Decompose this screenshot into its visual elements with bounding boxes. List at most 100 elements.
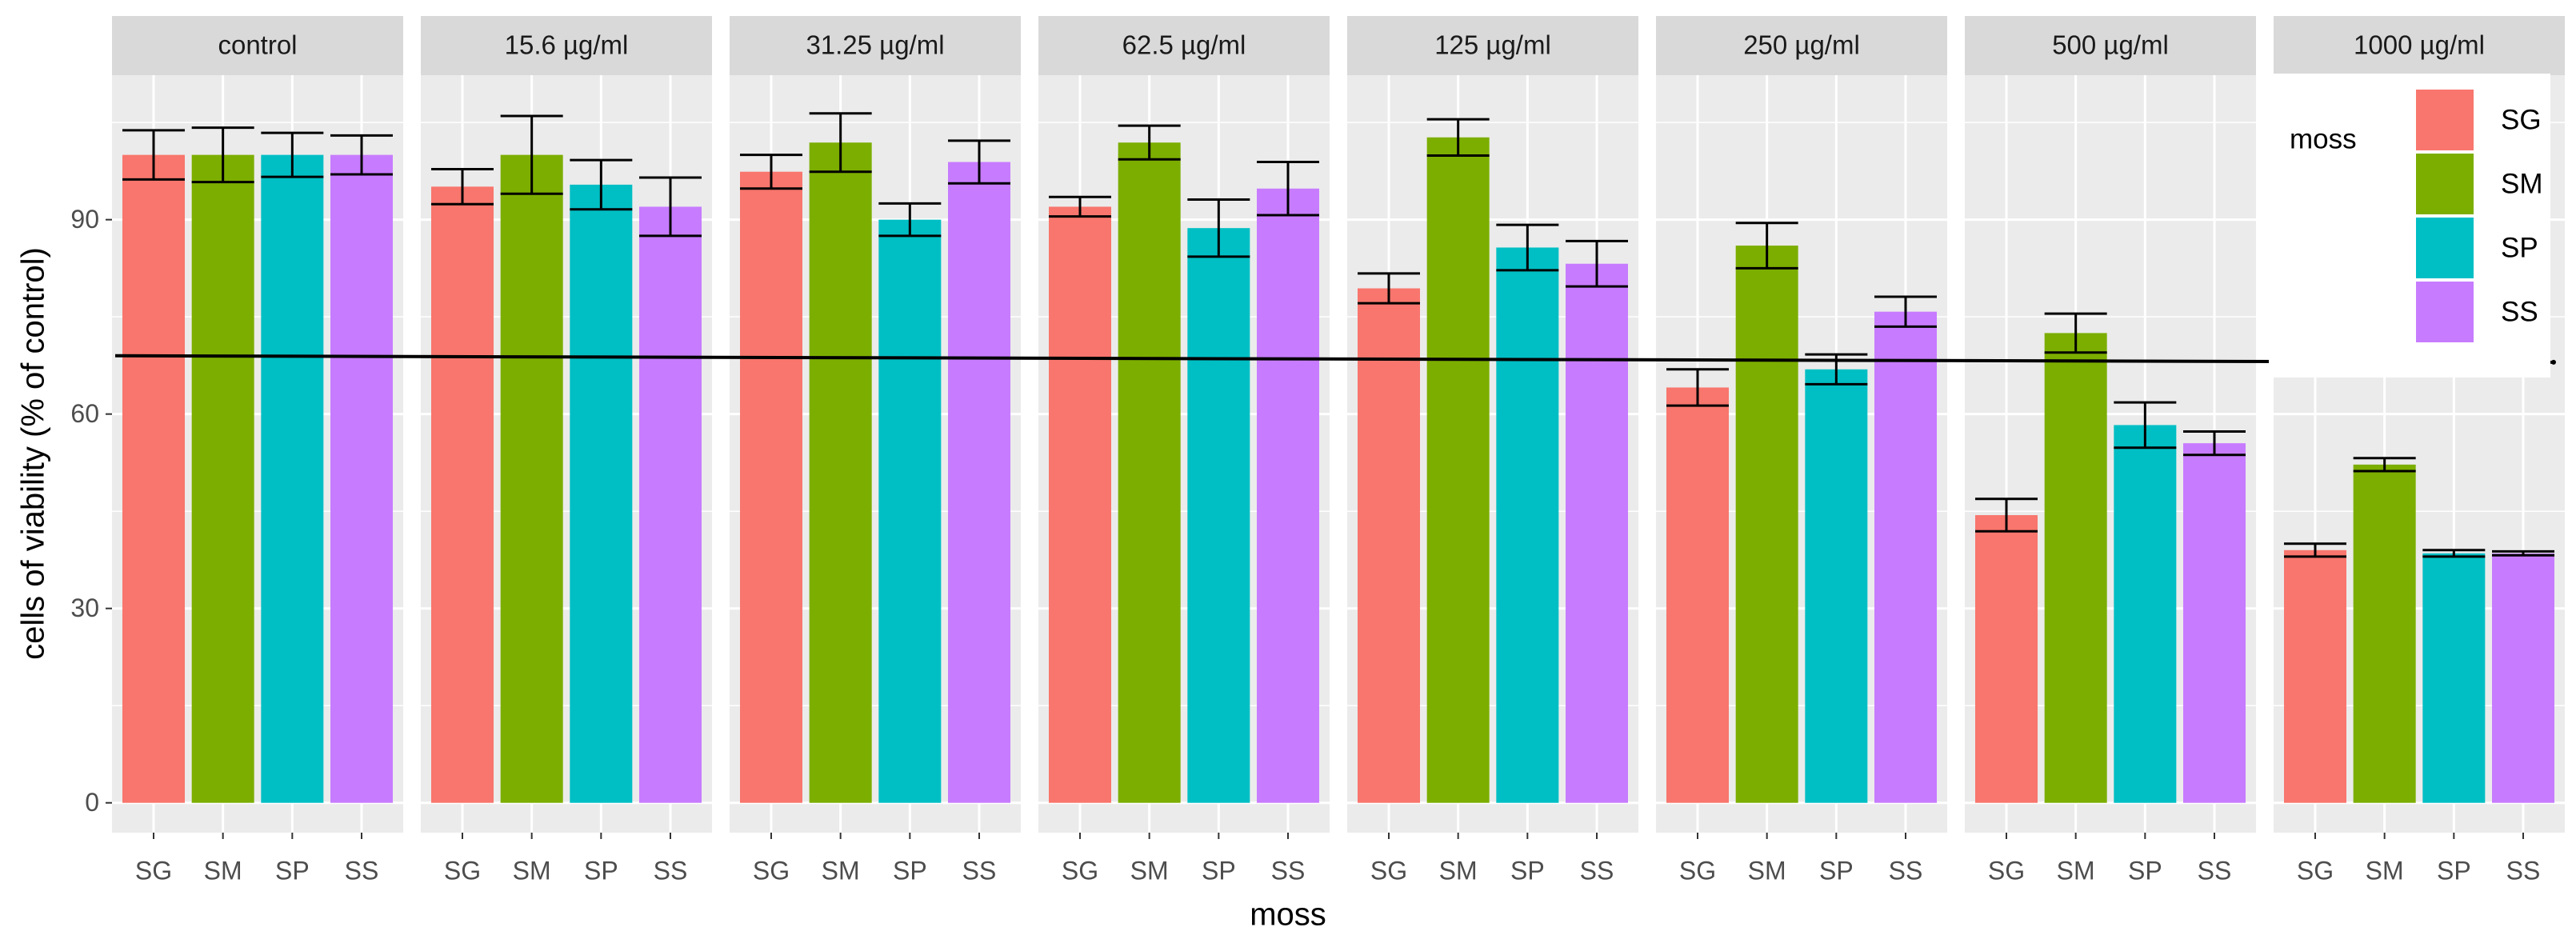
x-tick-label: SS	[2198, 856, 2232, 885]
x-tick-label: SP	[584, 856, 618, 885]
x-tick-label: SP	[275, 856, 310, 885]
error-bar	[948, 139, 1010, 185]
x-tick-label: SM	[2057, 856, 2095, 885]
error-bar	[2183, 430, 2246, 457]
x-tick-label: SG	[444, 856, 481, 885]
bar	[122, 154, 185, 803]
bar	[330, 154, 393, 803]
bar	[1735, 246, 1798, 803]
bar	[1975, 515, 2038, 803]
x-tick-label: SM	[513, 856, 551, 885]
strip	[1347, 16, 1638, 75]
strip-label: 125 µg/ml	[1434, 30, 1551, 60]
error-bar	[1566, 239, 1628, 288]
legend-label: SS	[2501, 296, 2538, 327]
y-tick-label: 90	[70, 205, 99, 234]
error-bar	[878, 202, 942, 238]
y-tick-label: 60	[70, 399, 99, 428]
strip	[1038, 16, 1330, 75]
error-bar	[1496, 223, 1559, 272]
x-tick-label: SG	[135, 856, 172, 885]
bar	[500, 154, 563, 803]
strip-label: 1000 µg/ml	[2354, 30, 2485, 60]
x-tick-label: SP	[1819, 856, 1854, 885]
strip-label: control	[218, 30, 297, 60]
x-tick-label: SG	[2297, 856, 2334, 885]
y-tick-label: 0	[85, 788, 99, 817]
x-tick-label: SP	[1202, 856, 1236, 885]
strip	[1965, 16, 2256, 75]
x-tick-label: SS	[1580, 856, 1614, 885]
error-bar	[2284, 542, 2346, 558]
x-tick-label: SG	[1370, 856, 1407, 885]
bar	[1257, 188, 1319, 803]
error-bar	[2492, 549, 2554, 557]
strip	[421, 16, 712, 75]
bar	[2284, 549, 2346, 803]
bar	[878, 219, 942, 803]
x-tick-label: SP	[2437, 856, 2471, 885]
error-bar	[1049, 195, 1111, 218]
error-bar	[1358, 272, 1420, 305]
strip	[2274, 16, 2565, 75]
bar	[809, 142, 872, 803]
bar	[191, 154, 254, 803]
reference-line	[114, 354, 2554, 364]
x-tick-label: SM	[2366, 856, 2404, 885]
strip-label: 500 µg/ml	[2052, 30, 2169, 60]
bar	[1566, 263, 1628, 803]
error-bar	[1975, 497, 2038, 533]
legend-key	[2416, 154, 2474, 214]
bar	[639, 206, 702, 803]
strip-label: 31.25 µg/ml	[806, 30, 944, 60]
bar	[948, 162, 1010, 803]
strip	[1656, 16, 1947, 75]
x-tick-label: SP	[893, 856, 927, 885]
legend-box	[2269, 74, 2550, 378]
x-tick-label: SS	[654, 856, 688, 885]
x-tick-label: SG	[1988, 856, 2025, 885]
error-bar	[1426, 118, 1490, 157]
x-tick-label: SM	[1748, 856, 1786, 885]
error-bar	[1257, 161, 1319, 217]
error-bar	[330, 134, 393, 176]
error-bar	[570, 158, 633, 211]
x-tick-label: SG	[1679, 856, 1716, 885]
strip-label: 62.5 µg/ml	[1122, 30, 1246, 60]
x-tick-label: SS	[2506, 856, 2541, 885]
x-tick-label: SS	[345, 856, 379, 885]
error-bar	[431, 167, 494, 206]
bar	[1426, 137, 1490, 803]
bar	[1874, 311, 1937, 803]
error-bar	[809, 112, 872, 174]
bar	[431, 186, 494, 803]
error-bar	[639, 176, 702, 238]
x-tick-label: SM	[204, 856, 242, 885]
bar	[1805, 369, 1868, 803]
x-tick-label: SG	[1062, 856, 1098, 885]
bar	[570, 184, 633, 803]
legend-label: SP	[2501, 232, 2538, 263]
error-bar	[500, 114, 563, 195]
bar	[2492, 553, 2554, 803]
y-axis-title: cells of viability (% of control)	[16, 247, 51, 660]
bar	[1666, 387, 1729, 803]
x-tick-label: SS	[1889, 856, 1923, 885]
strip	[112, 16, 403, 75]
strip-label: 250 µg/ml	[1743, 30, 1860, 60]
legend-key	[2416, 282, 2474, 342]
x-tick-label: SP	[1510, 856, 1545, 885]
bar	[2183, 443, 2246, 803]
error-bar	[1666, 368, 1729, 407]
legend-key	[2416, 218, 2474, 278]
error-bar	[2422, 549, 2486, 558]
x-axis-title: moss	[1250, 897, 1326, 933]
x-tick-label: SS	[1271, 856, 1306, 885]
error-bar	[1874, 295, 1937, 328]
x-tick-label: SS	[962, 856, 997, 885]
error-bar	[1735, 222, 1798, 270]
error-bar	[2114, 401, 2177, 450]
error-bar	[122, 129, 185, 181]
bar	[2114, 425, 2177, 803]
